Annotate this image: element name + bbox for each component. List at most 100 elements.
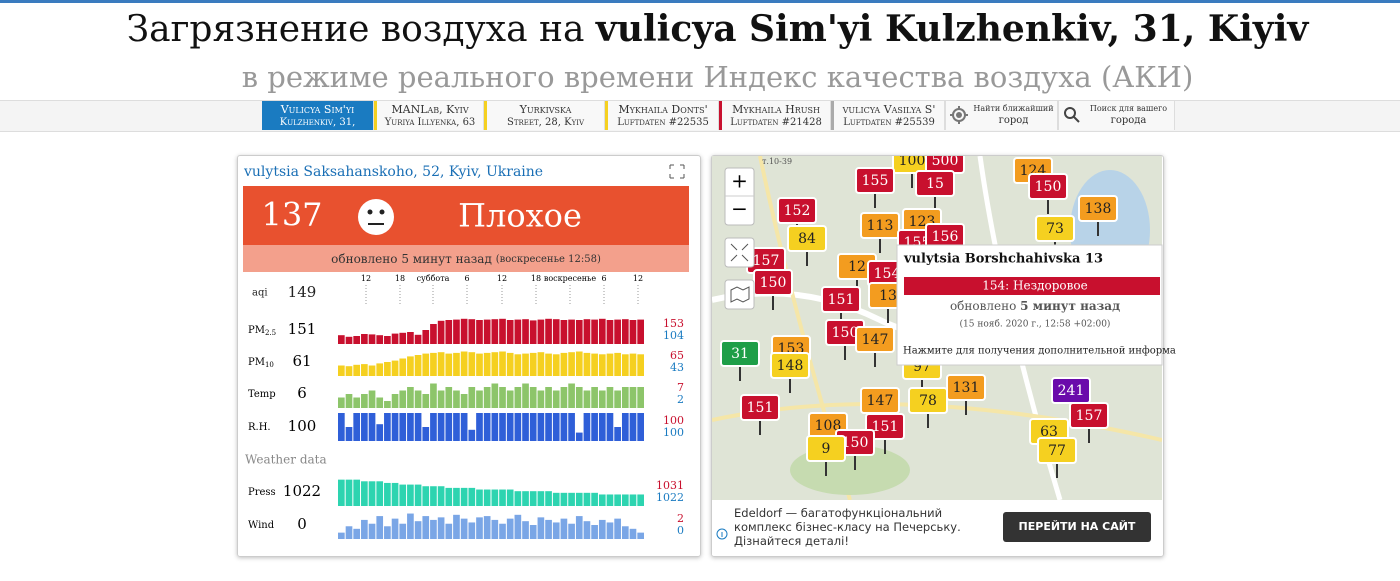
spark-bar <box>476 517 483 539</box>
tab-line2: Kulzhenkiv, 31, <box>279 117 356 128</box>
time-label: 6 <box>601 274 606 283</box>
map-marker[interactable]: 12 <box>837 253 877 294</box>
tab-line2: Yuriya Illyenka, 63 <box>384 117 476 128</box>
spark-bar <box>568 352 575 376</box>
map-marker[interactable]: 150 <box>1028 173 1068 214</box>
marker-box <box>770 352 810 379</box>
spark-bar <box>453 319 460 344</box>
nav-tab[interactable]: Mykhaila Donts' Luftdaten #22535 <box>605 101 719 130</box>
spark-bar <box>345 526 353 539</box>
map-marker[interactable]: 138 <box>1078 195 1118 236</box>
subtitle: в режиме реального времени Индекс качест… <box>241 60 1194 94</box>
nav-tab[interactable]: vulicya Vasilya S' Luftdaten #25539 <box>831 101 945 130</box>
aqi-status: Плохое <box>458 197 582 235</box>
marker-box <box>787 225 827 252</box>
spark-bar <box>361 334 368 344</box>
spark-bar <box>583 413 591 441</box>
ad-info-icon[interactable] <box>716 528 728 540</box>
fullscreen-button[interactable] <box>724 237 755 268</box>
spark-bar <box>445 320 453 344</box>
marker-label: 150 <box>760 275 787 291</box>
nav-tab[interactable]: Поиск для вашего города <box>1058 101 1175 130</box>
nav-tab[interactable]: MANLab, Kyiv Yuriya Illyenka, 63 <box>374 101 484 130</box>
tab-line2: Luftdaten #21428 <box>730 117 822 128</box>
spark-bar <box>399 484 407 506</box>
map-marker[interactable]: 150 <box>753 269 793 310</box>
row-name: Press <box>248 487 276 498</box>
map-marker[interactable]: 84 <box>787 225 827 266</box>
spark-bar <box>483 489 491 506</box>
spark-bar <box>575 387 583 408</box>
spark-bar <box>483 352 491 376</box>
row-max: 2 <box>677 512 684 525</box>
tab-line1: Yurkivska <box>519 103 572 116</box>
map-marker[interactable]: 147 <box>860 387 900 428</box>
spark-bar <box>529 320 537 344</box>
marker-label: 12 <box>848 259 866 275</box>
nav-tab[interactable]: Mykhaila Hrush Luftdaten #21428 <box>719 101 831 130</box>
nav-tab[interactable]: Найти ближайший город <box>945 101 1058 130</box>
map-marker[interactable]: 78 <box>908 387 948 428</box>
nav-tab[interactable]: Vulicya Sim'yi Kulzhenkiv, 31, <box>262 101 374 130</box>
nav-tab[interactable]: Yurkivska Street, 28, Kyiv <box>484 101 605 130</box>
map-marker[interactable]: 131 <box>946 374 986 415</box>
map-marker[interactable]: 150 <box>825 319 865 360</box>
map-marker[interactable]: 151 <box>865 413 905 454</box>
map-marker[interactable]: 148 <box>770 352 810 393</box>
map-marker[interactable]: 73 <box>1035 215 1075 256</box>
spark-bar <box>506 518 514 539</box>
row-min: 43 <box>670 361 684 374</box>
spark-bar <box>445 413 453 441</box>
spark-bar <box>522 353 529 376</box>
spark-bar <box>629 413 637 441</box>
spark-bar <box>407 413 414 441</box>
spark-bar <box>361 481 368 506</box>
map-marker[interactable]: 241 <box>1051 377 1091 418</box>
map-marker[interactable]: 147 <box>855 326 895 367</box>
updated-text: обновлено 5 минут назад (воскресенье 12:… <box>331 252 601 266</box>
spark-bar <box>353 413 361 441</box>
map-marker[interactable]: 77 <box>1037 437 1077 478</box>
spark-bar <box>545 519 552 539</box>
tab-line2: город <box>998 115 1029 126</box>
smiley <box>358 199 394 235</box>
spark-bar <box>483 319 491 344</box>
spark-bar <box>376 335 384 344</box>
map-marker[interactable]: 31 <box>720 340 760 381</box>
popup[interactable]: vulytsia Borshchahivska 13 154: Нездоров… <box>896 244 1176 366</box>
spark-bar <box>338 335 345 344</box>
map-marker[interactable]: 500 <box>925 148 965 188</box>
station-location: vulytsia Saksahanskoho, 52, Kyiv, Ukrain… <box>243 164 543 180</box>
map-marker[interactable]: 151 <box>821 286 861 327</box>
ad-button[interactable]: ПЕРЕЙТИ НА САЙТ <box>1003 512 1151 542</box>
zoom-in[interactable]: + <box>731 169 748 193</box>
row-min: 100 <box>663 426 684 439</box>
map-marker[interactable]: 113 <box>860 212 900 253</box>
spark-bar <box>445 523 453 539</box>
spark-bar <box>637 413 644 441</box>
time-label: 18 <box>531 274 541 283</box>
map-marker[interactable]: 15 <box>915 170 955 211</box>
spark-bar <box>575 492 583 506</box>
spark-bar <box>591 492 598 506</box>
marker-label: 100 <box>899 153 926 169</box>
row-value: 6 <box>297 384 307 402</box>
map-marker[interactable]: 157 <box>1069 402 1109 443</box>
layers-button[interactable] <box>724 279 755 310</box>
map-marker[interactable]: 9 <box>806 435 846 476</box>
map-marker[interactable]: 100 <box>892 148 932 188</box>
zoom-out[interactable]: − <box>731 197 748 221</box>
spark-bar <box>430 486 437 506</box>
map-marker[interactable]: 156 <box>925 223 965 264</box>
spark-bar <box>468 387 476 408</box>
map-marker[interactable]: 151 <box>740 394 780 435</box>
spark-bar <box>499 413 506 441</box>
spark-bar <box>575 432 583 441</box>
spark-bar <box>353 397 361 408</box>
spark-bar <box>361 394 368 408</box>
marker-label: 151 <box>872 419 899 435</box>
map-marker[interactable]: 155 <box>855 167 895 208</box>
map-marker[interactable]: 152 <box>777 197 817 238</box>
zoom-control: + − <box>724 167 755 226</box>
